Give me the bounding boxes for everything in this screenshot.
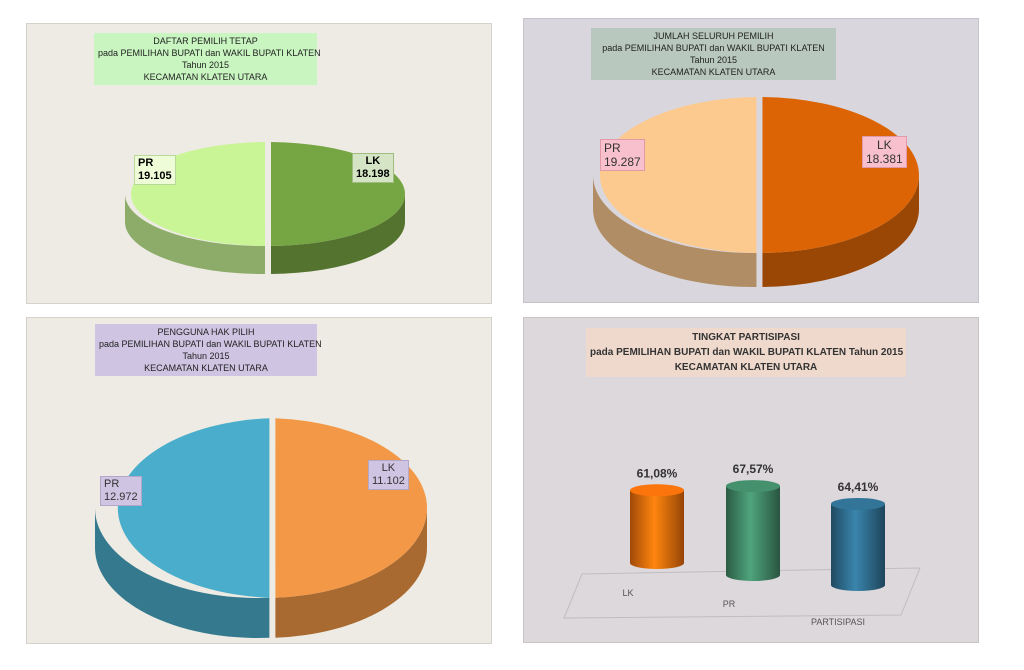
title-line: KECAMATAN KLATEN UTARA xyxy=(651,67,776,77)
pie-jumlah-title: JUMLAH SELURUH PEMILIH pada PEMILIHAN BU… xyxy=(591,28,836,80)
title-line: pada PEMILIHAN BUPATI dan WAKIL BUPATI K… xyxy=(99,339,322,349)
chart-floor xyxy=(563,567,921,619)
pie-dpt-title: DAFTAR PEMILIH TETAP pada PEMILIHAN BUPA… xyxy=(94,33,321,85)
value-label: 12.972 xyxy=(104,491,138,503)
value-label: 67,57% xyxy=(733,462,774,476)
category-label: PR xyxy=(723,599,736,609)
category-label: LK xyxy=(877,138,892,152)
category-label: PARTISIPASI xyxy=(811,617,865,627)
title-line: JUMLAH SELURUH PEMILIH xyxy=(653,31,774,41)
pie-dpt-label-lk: LK 18.198 xyxy=(352,153,394,183)
bar-partisipasi: 61,08% LK 67,57% PR 64,41% PARTISIPASI xyxy=(563,462,921,627)
value-label: 18.198 xyxy=(356,168,390,180)
pie-jumlah-label-lk: LK 18.381 xyxy=(862,136,907,168)
bar-panel-partisipasi: 61,08% LK 67,57% PR 64,41% PARTISIPASI TINGKA… xyxy=(523,317,979,643)
pie-pengguna-title: PENGGUNA HAK PILIH pada PEMILIHAN BUPATI… xyxy=(95,324,322,376)
title-line: KECAMATAN KLATEN UTARA xyxy=(674,362,818,373)
value-label: 19.287 xyxy=(604,155,641,169)
value-label: 11.102 xyxy=(372,475,405,487)
category-label: LK xyxy=(622,588,633,598)
title-line: pada PEMILIHAN BUPATI dan WAKIL BUPATI K… xyxy=(602,43,825,53)
pie-pengguna-label-lk: LK 11.102 xyxy=(368,460,409,490)
bar-partisipasi-title: TINGKAT PARTISIPASI pada PEMILIHAN BUPAT… xyxy=(586,328,906,377)
title-line: Tahun 2015 xyxy=(181,60,230,70)
pie-jumlah-label-pr: PR 19.287 xyxy=(600,139,645,171)
value-label: 18.381 xyxy=(866,152,903,166)
category-label: LK xyxy=(381,462,396,474)
bar-pr xyxy=(726,480,780,581)
title-line: Tahun 2015 xyxy=(182,351,230,361)
bar-lk xyxy=(630,484,684,569)
value-label: 19.105 xyxy=(138,170,172,182)
pie-slice-pr xyxy=(95,418,270,638)
category-label: LK xyxy=(365,155,381,167)
pie-slice-lk xyxy=(275,418,428,638)
category-label: PR xyxy=(104,478,120,490)
title-line: Tahun 2015 xyxy=(689,55,738,65)
bar-partisipasi xyxy=(831,497,885,591)
value-label: 64,41% xyxy=(838,480,879,494)
title-line: KECAMATAN KLATEN UTARA xyxy=(143,72,268,82)
pie-pengguna-label-pr: PR 12.972 xyxy=(100,476,142,506)
title-line: DAFTAR PEMILIH TETAP xyxy=(153,36,258,46)
category-label: PR xyxy=(604,141,621,155)
pie-panel-dpt: DAFTAR PEMILIH TETAP pada PEMILIHAN BUPA… xyxy=(26,23,492,304)
title-line: TINGKAT PARTISIPASI xyxy=(692,332,800,343)
title-line: PENGGUNA HAK PILIH xyxy=(157,327,255,337)
pie-slice-pr xyxy=(593,97,757,287)
category-label: PR xyxy=(138,157,154,169)
title-line: KECAMATAN KLATEN UTARA xyxy=(144,363,268,373)
pie-slice-lk xyxy=(762,97,919,287)
pie-panel-jumlah: JUMLAH SELURUH PEMILIH pada PEMILIHAN BU… xyxy=(523,18,979,303)
pie-dpt-label-pr: PR 19.105 xyxy=(134,155,176,185)
value-label: 61,08% xyxy=(637,466,678,480)
title-line: pada PEMILIHAN BUPATI dan WAKIL BUPATI K… xyxy=(98,48,321,58)
title-line: pada PEMILIHAN BUPATI dan WAKIL BUPATI K… xyxy=(590,347,904,358)
pie-panel-pengguna: PENGGUNA HAK PILIH pada PEMILIHAN BUPATI… xyxy=(26,317,492,644)
